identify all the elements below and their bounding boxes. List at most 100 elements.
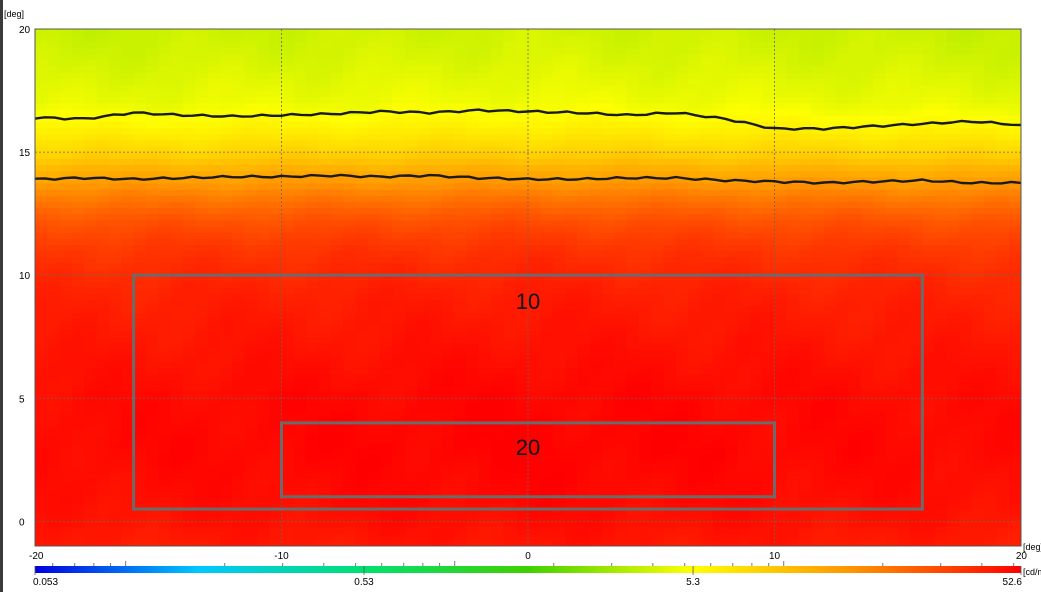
heatmap-cell — [478, 385, 492, 393]
heatmap-cell — [232, 342, 246, 350]
heatmap-cell — [823, 349, 837, 356]
heatmap-cell — [84, 170, 98, 178]
heatmap-cell — [355, 330, 369, 338]
heatmap-cell — [1008, 527, 1021, 535]
heatmap-cell — [984, 410, 997, 418]
heatmap-cell — [614, 367, 628, 375]
heatmap-cell — [897, 465, 911, 473]
heatmap-cell — [121, 496, 135, 504]
heatmap-cell — [638, 336, 652, 344]
heatmap-cell — [269, 318, 283, 326]
heatmap-cell — [343, 435, 357, 442]
heatmap-cell — [873, 269, 887, 276]
heatmap-cell — [306, 379, 320, 387]
heatmap-cell — [1008, 398, 1021, 406]
heatmap-cell — [269, 429, 283, 436]
heatmap-cell — [96, 342, 110, 350]
heatmap-cell — [996, 324, 1010, 332]
heatmap-cell — [491, 330, 504, 338]
heatmap-cell — [145, 182, 159, 190]
heatmap-cell — [762, 515, 776, 522]
heatmap-cell — [281, 385, 295, 393]
heatmap-cell — [626, 318, 640, 326]
heatmap-cell — [256, 373, 270, 381]
heatmap-cell — [564, 299, 578, 307]
heatmap-cell — [774, 521, 788, 529]
heatmap-cell — [688, 293, 702, 301]
heatmap-cell — [848, 238, 862, 246]
heatmap-cell — [441, 281, 455, 289]
heatmap-cell — [922, 275, 936, 282]
heatmap-cell — [577, 404, 591, 412]
heatmap-cell — [700, 330, 714, 338]
heatmap-cell — [1008, 275, 1021, 282]
heatmap-cell — [244, 435, 258, 442]
heatmap-cell — [712, 355, 726, 362]
heatmap-cell — [503, 496, 517, 504]
heatmap-cell — [441, 379, 455, 387]
heatmap-cell — [959, 213, 973, 221]
heatmap-cell — [133, 459, 147, 467]
heatmap-cell — [281, 410, 295, 418]
heatmap-cell — [823, 195, 837, 202]
heatmap-cell — [811, 429, 825, 436]
heatmap-cell — [848, 404, 862, 412]
heatmap-cell — [269, 262, 283, 270]
heatmap-cell — [84, 232, 98, 239]
heatmap-cell — [306, 398, 320, 406]
heatmap-cell — [330, 478, 344, 486]
heatmap-cell — [256, 502, 270, 510]
heatmap-cell — [84, 281, 98, 289]
heatmap-cell — [429, 293, 443, 301]
heatmap-cell — [799, 336, 813, 344]
heatmap-cell — [515, 429, 529, 436]
heatmap-cell — [836, 521, 850, 529]
heatmap-cell — [688, 299, 702, 307]
heatmap-cell — [675, 453, 689, 461]
heatmap-cell — [614, 256, 628, 264]
heatmap-cell — [860, 385, 874, 393]
heatmap-cell — [540, 521, 554, 529]
heatmap-cell — [848, 441, 862, 449]
heatmap-cell — [145, 305, 159, 313]
heatmap-cell — [133, 269, 147, 276]
heatmap-cell — [725, 238, 739, 246]
heatmap-cell — [786, 275, 800, 282]
heatmap-cell — [367, 201, 381, 209]
heatmap-cell — [429, 262, 443, 270]
heatmap-cell — [786, 293, 800, 301]
heatmap-cell — [577, 416, 591, 424]
heatmap-cell — [786, 490, 800, 498]
heatmap-cell — [404, 256, 418, 264]
heatmap-cell — [133, 318, 147, 326]
heatmap-cell — [417, 299, 430, 307]
heatmap-cell — [355, 422, 369, 430]
heatmap-cell — [971, 244, 985, 252]
heatmap-cell — [256, 293, 270, 301]
heatmap-cell — [380, 256, 394, 264]
heatmap-cell — [269, 490, 283, 498]
heatmap-cell — [688, 330, 702, 338]
heatmap-cell — [860, 164, 874, 172]
heatmap-cell — [971, 305, 985, 313]
heatmap-cell — [749, 429, 763, 436]
heatmap-cell — [515, 182, 529, 190]
heatmap-cell — [219, 490, 233, 498]
heatmap-cell — [404, 305, 418, 313]
heatmap-cell — [343, 527, 357, 535]
heatmap-cell — [232, 281, 246, 289]
heatmap-cell — [158, 392, 172, 399]
heatmap-cell — [700, 324, 714, 332]
heatmap-cell — [232, 422, 246, 430]
heatmap-cell — [170, 435, 184, 442]
heatmap-cell — [59, 398, 73, 406]
heatmap-cell — [491, 447, 504, 455]
heatmap-cell — [996, 195, 1010, 202]
heatmap-cell — [564, 207, 578, 215]
heatmap-cell — [996, 539, 1010, 546]
heatmap-cell — [626, 410, 640, 418]
heatmap-cell — [306, 373, 320, 381]
heatmap-cell — [330, 435, 344, 442]
heatmap-cell — [922, 527, 936, 535]
heatmap-cell — [35, 447, 48, 455]
